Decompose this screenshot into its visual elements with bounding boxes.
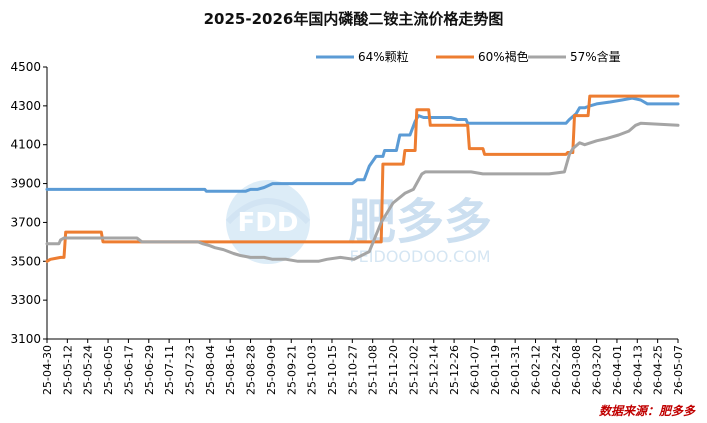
legend-label: 57%含量 [570,49,621,64]
x-tick-label: 25-07-23 [183,345,196,395]
y-tick-label: 3500 [10,254,41,268]
x-tick-label: 25-07-11 [163,345,176,395]
x-tick-label: 26-03-08 [570,345,583,395]
x-tick-label: 25-08-04 [204,345,217,395]
x-tick-label: 26-02-24 [550,345,563,395]
x-tick-label: 25-09-21 [285,345,298,395]
series-line [45,121,680,263]
x-tick-label: 25-06-17 [122,345,135,395]
x-tick-label: 25-11-08 [367,345,380,395]
watermark-fdd: FDD [238,208,299,238]
y-tick-label: 3100 [10,332,41,346]
legend-label: 60%褐色 [478,49,529,64]
x-tick-label: 25-12-02 [407,345,420,395]
watermark-url: FEIDOODOO.COM [349,247,490,266]
y-tick-label: 3700 [10,215,41,229]
y-tick-label: 3900 [10,177,41,191]
x-tick-label: 25-09-09 [265,345,278,395]
x-tick-label: 26-01-19 [489,345,502,395]
x-tick-label: 26-01-07 [468,345,481,395]
x-tick-label: 25-10-03 [306,345,319,395]
x-tick-label: 25-05-24 [82,345,95,395]
chart-title: 2025-2026年国内磷酸二铵主流价格走势图 [203,10,504,28]
y-tick-label: 4500 [10,60,41,74]
x-tick-label: 25-11-20 [387,345,400,395]
y-tick-label: 4300 [10,99,41,113]
x-tick-label: 25-12-26 [448,345,461,395]
x-tick-label: 26-05-07 [672,345,685,395]
x-tick-label: 26-04-13 [631,345,644,395]
x-tick-label: 26-02-12 [530,345,543,395]
x-tick-label: 25-12-14 [428,345,441,395]
x-tick-label: 25-08-28 [245,345,258,395]
y-tick-label: 4100 [10,138,41,152]
x-tick-label: 25-10-27 [346,345,359,395]
x-tick-label: 25-06-05 [102,345,115,395]
watermark-arc [225,198,311,225]
x-tick-label: 26-04-01 [611,345,624,395]
x-tick-label: 25-08-16 [224,345,237,395]
x-tick-label: 26-01-31 [509,345,522,395]
x-tick-label: 25-06-29 [143,345,156,395]
source-note: 数据来源：肥多多 [598,404,695,418]
x-tick-label: 25-10-15 [326,345,339,395]
y-tick-label: 3300 [10,293,41,307]
x-tick-label: 26-04-25 [652,345,665,395]
x-tick-label: 26-03-20 [591,345,604,395]
x-tick-label: 25-05-12 [61,345,74,395]
x-tick-label: 25-04-30 [41,345,54,395]
legend-label: 64%颗粒 [358,49,409,64]
